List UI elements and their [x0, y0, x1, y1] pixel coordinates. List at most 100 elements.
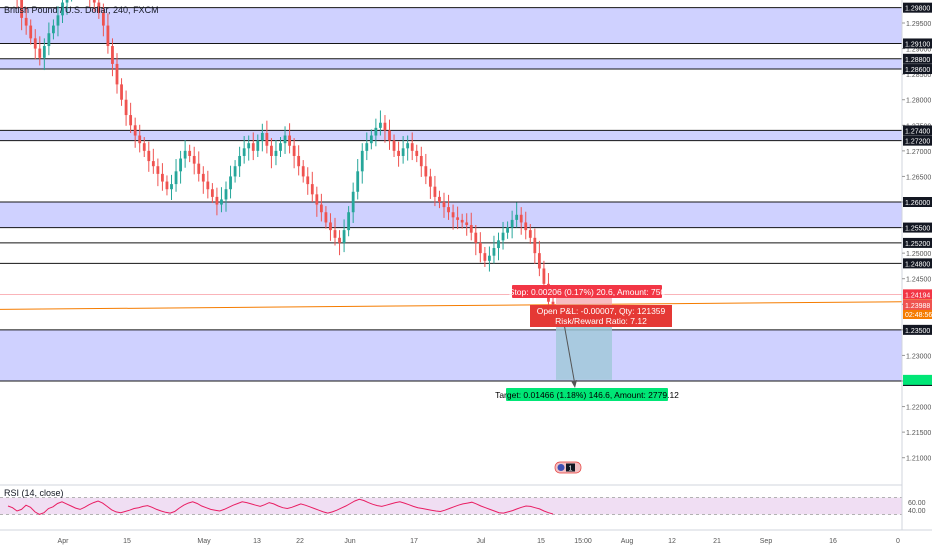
candle[interactable]: [301, 166, 305, 177]
level-tag[interactable]: 1.28600: [903, 64, 932, 75]
candle[interactable]: [460, 219, 464, 223]
candle[interactable]: [492, 248, 496, 256]
candle[interactable]: [265, 132, 269, 146]
candle[interactable]: [329, 222, 332, 231]
candle[interactable]: [133, 125, 137, 136]
candle[interactable]: [506, 227, 509, 233]
candle[interactable]: [474, 232, 478, 243]
candle[interactable]: [501, 232, 505, 241]
candle[interactable]: [410, 143, 414, 151]
level-tag[interactable]: 1.25500: [903, 222, 932, 233]
candle[interactable]: [233, 166, 237, 177]
candle[interactable]: [292, 145, 296, 156]
support-resistance-zone[interactable]: [0, 58, 902, 70]
us-flag-icon[interactable]: 1: [554, 461, 582, 474]
candle[interactable]: [38, 48, 42, 58]
candle[interactable]: [274, 150, 278, 156]
candle[interactable]: [528, 230, 532, 238]
candle[interactable]: [101, 12, 105, 26]
candle[interactable]: [388, 130, 391, 141]
candle[interactable]: [206, 181, 210, 190]
candle[interactable]: [342, 230, 346, 243]
candle[interactable]: [174, 171, 178, 185]
candle[interactable]: [510, 219, 514, 228]
candle[interactable]: [519, 214, 523, 223]
candle[interactable]: [170, 184, 173, 190]
support-resistance-zone[interactable]: [0, 329, 902, 381]
candle[interactable]: [247, 143, 251, 149]
candle[interactable]: [151, 161, 155, 167]
level-tag[interactable]: 1.28800: [903, 53, 932, 64]
candle[interactable]: [120, 84, 123, 100]
level-tag[interactable]: 1.29800: [903, 2, 932, 13]
candle[interactable]: [24, 17, 28, 26]
candle[interactable]: [47, 33, 51, 47]
level-tag[interactable]: 1.24800: [903, 258, 932, 269]
candle[interactable]: [537, 253, 541, 269]
candle[interactable]: [29, 25, 33, 39]
candle[interactable]: [310, 184, 314, 195]
candle[interactable]: [478, 242, 482, 254]
candle[interactable]: [106, 25, 110, 47]
candle[interactable]: [465, 222, 469, 226]
candle[interactable]: [201, 173, 205, 182]
candle[interactable]: [551, 301, 555, 305]
candle[interactable]: [347, 212, 351, 231]
candle[interactable]: [392, 140, 396, 151]
candle[interactable]: [351, 191, 355, 213]
stop-zone[interactable]: [556, 294, 612, 305]
candle[interactable]: [20, 0, 24, 18]
candle[interactable]: [456, 217, 460, 220]
level-tag[interactable]: 1.27400: [903, 125, 932, 136]
candle[interactable]: [542, 268, 546, 284]
level-tag[interactable]: 1.25200: [903, 237, 932, 248]
candle[interactable]: [192, 155, 196, 164]
candle[interactable]: [415, 150, 419, 156]
support-resistance-zone[interactable]: [0, 130, 902, 141]
candle[interactable]: [424, 166, 428, 177]
candle[interactable]: [183, 150, 187, 159]
price-tag[interactable]: 1.24194: [903, 289, 932, 300]
candle[interactable]: [33, 38, 37, 49]
candle[interactable]: [188, 150, 192, 156]
candle[interactable]: [533, 237, 537, 254]
candle[interactable]: [179, 158, 182, 172]
candle[interactable]: [124, 99, 128, 116]
level-tag[interactable]: 1.27200: [903, 135, 932, 146]
level-tag[interactable]: 1.29100: [903, 38, 932, 49]
candle[interactable]: [483, 253, 487, 261]
candle[interactable]: [242, 148, 246, 156]
candle[interactable]: [65, 0, 69, 3]
candle[interactable]: [315, 194, 319, 205]
candle[interactable]: [488, 255, 491, 261]
candle[interactable]: [360, 150, 364, 172]
candle[interactable]: [115, 63, 119, 85]
candle[interactable]: [306, 176, 310, 185]
candle[interactable]: [451, 212, 455, 218]
price-pane[interactable]: [0, 0, 902, 483]
candle[interactable]: [56, 15, 60, 26]
candle[interactable]: [97, 2, 101, 13]
level-tag[interactable]: 1.26000: [903, 197, 932, 208]
candle[interactable]: [210, 189, 214, 197]
candle[interactable]: [288, 135, 291, 146]
stop-label[interactable]: Stop: 0.00206 (0.17%) 20.6, Amount: 750: [509, 285, 666, 298]
candle[interactable]: [156, 166, 160, 174]
candle[interactable]: [129, 115, 133, 126]
candle[interactable]: [324, 212, 328, 223]
candle[interactable]: [229, 176, 232, 190]
candle[interactable]: [238, 155, 242, 167]
candle[interactable]: [497, 240, 500, 249]
pnl-label[interactable]: Open P&L: -0.00007, Qty: 121359Risk/Rewa…: [530, 305, 672, 327]
candle[interactable]: [338, 237, 341, 243]
candle[interactable]: [469, 225, 473, 233]
candle[interactable]: [515, 214, 519, 220]
candle[interactable]: [419, 155, 423, 167]
candle[interactable]: [256, 140, 260, 151]
candle[interactable]: [165, 181, 169, 190]
candle[interactable]: [111, 46, 114, 64]
candle[interactable]: [279, 143, 282, 151]
candle[interactable]: [524, 222, 528, 231]
candle[interactable]: [61, 2, 64, 16]
candle[interactable]: [447, 207, 450, 213]
